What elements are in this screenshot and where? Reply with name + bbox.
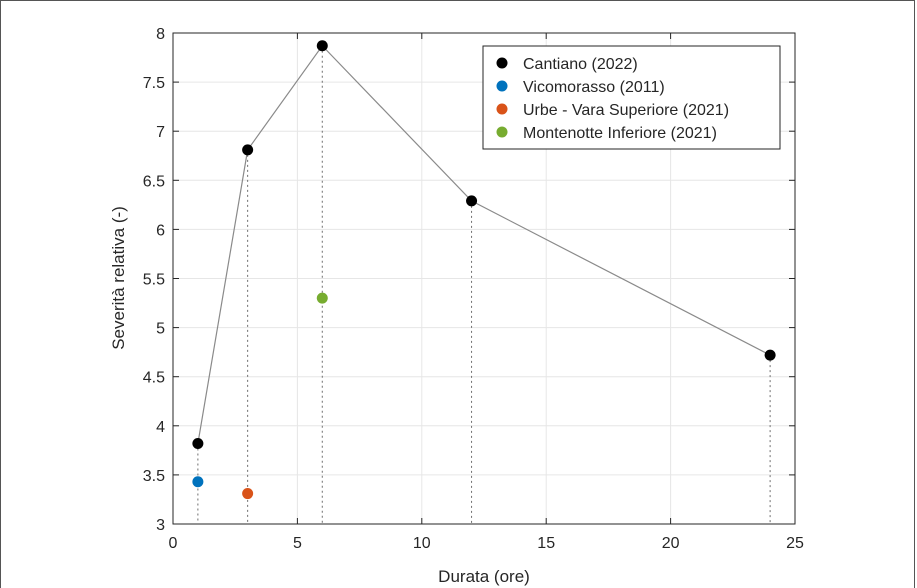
legend-label: Cantiano (2022) [523,56,638,73]
y-tick-label: 5.5 [143,272,165,289]
y-tick-label: 3 [156,517,165,534]
legend-marker [497,127,508,138]
legend-marker [497,104,508,115]
data-point [466,195,477,206]
y-axis-label: Severità relativa (-) [109,206,128,350]
y-tick-label: 7 [156,124,165,141]
x-tick-label: 25 [786,535,804,552]
y-tick-label: 5 [156,321,165,338]
data-point [192,476,203,487]
data-point [317,293,328,304]
y-tick-label: 8 [156,26,165,43]
legend-label: Montenotte Inferiore (2021) [523,125,717,142]
data-point [242,488,253,499]
x-tick-label: 15 [537,535,555,552]
x-tick-label: 20 [662,535,680,552]
data-point [242,144,253,155]
x-axis-label: Durata (ore) [438,567,530,586]
y-tick-label: 6.5 [143,173,165,190]
data-point [317,40,328,51]
y-tick-label: 3.5 [143,468,165,485]
legend-label: Vicomorasso (2011) [523,79,665,96]
data-point [192,438,203,449]
y-tick-label: 4 [156,419,165,436]
x-tick-label: 0 [169,535,178,552]
data-point [765,350,776,361]
x-tick-label: 10 [413,535,431,552]
x-tick-label: 5 [293,535,302,552]
y-tick-label: 7.5 [143,75,165,92]
legend: Cantiano (2022) Vicomorasso (2011) Urbe - … [483,46,780,149]
y-tick-label: 6 [156,222,165,239]
legend-marker [497,81,508,92]
y-tick-label: 4.5 [143,370,165,387]
legend-marker [497,58,508,69]
legend-label: Urbe - Vara Superiore (2021) [523,102,729,119]
